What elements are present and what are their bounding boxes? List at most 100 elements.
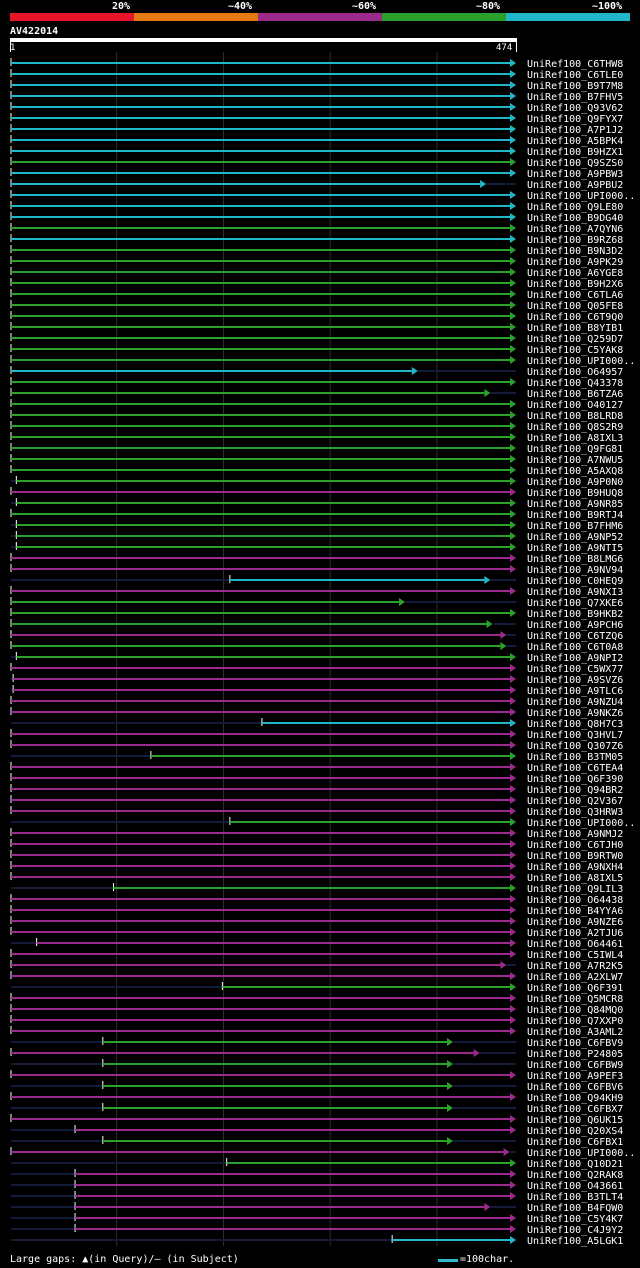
hit-label: UniRef100_A6YGE8 (527, 268, 623, 279)
hit-row: UniRef100_B4FQW0 (11, 1202, 623, 1214)
hit-arrow (510, 422, 516, 430)
hit-bar (11, 260, 510, 262)
legend-label: ~40% (228, 1, 253, 12)
hit-label: UniRef100_A9NKZ6 (527, 708, 623, 719)
hit-bar (11, 711, 510, 713)
hit-row: UniRef100_B9H2X6 (10, 278, 623, 290)
query-name: AV422014 (10, 26, 59, 37)
hit-bar (102, 1041, 448, 1043)
hit-bar (11, 645, 501, 647)
gaps-legend: Large gaps: ▲(in Query)/– (in Subject) (10, 1254, 239, 1265)
hit-bar (11, 777, 510, 779)
hit-bar (11, 117, 510, 119)
hit-row: UniRef100_Q3HRW3 (10, 806, 623, 818)
hit-label: UniRef100_A9NXH4 (527, 862, 623, 873)
hit-arrow (510, 125, 516, 133)
hit-arrow (510, 81, 516, 89)
hit-bar (11, 568, 510, 570)
hit-label: UniRef100_A9NPI2 (527, 653, 623, 664)
hit-arrow (510, 433, 516, 441)
hit-row: UniRef100_A7NWU5 (10, 454, 623, 466)
hit-arrow (510, 1071, 516, 1079)
hit-row: UniRef100_A9NPI2 (11, 652, 623, 664)
hit-row: UniRef100_Q6F391 (11, 982, 623, 994)
hit-label: UniRef100_A9PK29 (527, 257, 623, 268)
hit-label: UniRef100_Q9FG81 (527, 444, 623, 455)
hit-label: UniRef100_Q84MQ0 (527, 1005, 623, 1016)
hit-arrow (484, 576, 491, 584)
hit-bar (16, 656, 511, 658)
hit-row: UniRef100_A9TLC6 (11, 685, 623, 697)
hit-row: UniRef100_B9HKB2 (10, 608, 623, 620)
hit-arrow (510, 587, 516, 595)
hit-row: UniRef100_A9NMJ2 (10, 828, 623, 840)
hit-label: UniRef100_B9H2X6 (527, 279, 623, 290)
hit-label: UniRef100_C6TZQ6 (527, 631, 623, 642)
hit-row: UniRef100_C6FBX7 (11, 1103, 623, 1115)
hit-row: UniRef100_C6THW8 (10, 58, 623, 70)
hit-arrow (510, 334, 516, 342)
hit-bar (11, 370, 412, 372)
hit-arrow (510, 653, 516, 661)
hit-label: UniRef100_B8LRD8 (527, 411, 623, 422)
hit-arrow (510, 741, 516, 749)
hit-label: UniRef100_UPI000.. (527, 356, 635, 367)
hit-row: UniRef100_A9NP52 (11, 531, 623, 543)
hit-label: UniRef100_B8YIB1 (527, 323, 623, 334)
hit-arrow (510, 455, 516, 463)
hit-row: UniRef100_B7FHV5 (10, 91, 623, 103)
hit-arrow (510, 136, 516, 144)
query-end-tick (516, 42, 517, 52)
hit-arrow (510, 763, 516, 771)
hit-bar (11, 590, 510, 592)
hit-arrow (510, 664, 516, 672)
hit-label: UniRef100_C6FBV9 (527, 1038, 623, 1049)
hit-bar (11, 1096, 510, 1098)
hit-label: UniRef100_Q259D7 (527, 334, 623, 345)
hit-label: UniRef100_A9PBW3 (527, 169, 623, 180)
hit-row: UniRef100_Q3HVL7 (10, 729, 623, 741)
hit-row: UniRef100_A5AXQ8 (10, 465, 623, 477)
hit-bar (75, 1129, 510, 1131)
hit-row: UniRef100_A8IXL3 (10, 432, 623, 444)
hit-arrow (510, 895, 516, 903)
hit-arrow (510, 158, 516, 166)
hit-row: UniRef100_B9HZX1 (10, 146, 623, 158)
hit-arrow (510, 719, 516, 727)
hit-row: UniRef100_A9NKZ6 (10, 707, 623, 719)
hit-arrow (500, 631, 507, 639)
hit-row: UniRef100_C6TJH0 (10, 839, 623, 851)
hit-row: UniRef100_A9PEF3 (10, 1070, 623, 1082)
hit-label: UniRef100_A9NZU4 (527, 697, 623, 708)
hit-row: UniRef100_C6FBV6 (11, 1081, 623, 1093)
hit-bar (11, 425, 510, 427)
hit-arrow (510, 928, 516, 936)
hit-row: UniRef100_A8IXL5 (10, 872, 623, 884)
hit-bar (150, 755, 510, 757)
hit-row: UniRef100_C6T9Q0 (10, 311, 623, 323)
hit-bar (11, 458, 510, 460)
hit-bar (11, 73, 510, 75)
hit-arrow (447, 1104, 454, 1112)
hit-row: UniRef100_O40127 (10, 399, 623, 411)
hit-bar (11, 172, 510, 174)
legend-swatch (134, 13, 258, 21)
hit-arrow (510, 972, 516, 980)
hit-label: UniRef100_B9RTW0 (527, 851, 623, 862)
hit-label: UniRef100_Q94BR2 (527, 785, 623, 796)
hit-label: UniRef100_C5IWL4 (527, 950, 623, 961)
hit-label: UniRef100_UPI000.. (527, 818, 635, 829)
hit-row: UniRef100_Q43378 (10, 377, 623, 389)
hit-arrow (510, 851, 516, 859)
hit-label: UniRef100_O64438 (527, 895, 623, 906)
hit-bar (11, 436, 510, 438)
hit-row: UniRef100_B9RZ68 (10, 234, 623, 246)
hit-row: UniRef100_Q94BR2 (10, 784, 623, 796)
hit-label: UniRef100_C6FBW9 (527, 1060, 623, 1071)
hit-label: UniRef100_P24805 (527, 1049, 623, 1060)
hit-arrow (510, 917, 516, 925)
hit-label: UniRef100_A9TLC6 (527, 686, 623, 697)
hit-row: UniRef100_B3TM05 (11, 751, 623, 763)
hit-bar (11, 612, 510, 614)
hit-bar (11, 84, 510, 86)
